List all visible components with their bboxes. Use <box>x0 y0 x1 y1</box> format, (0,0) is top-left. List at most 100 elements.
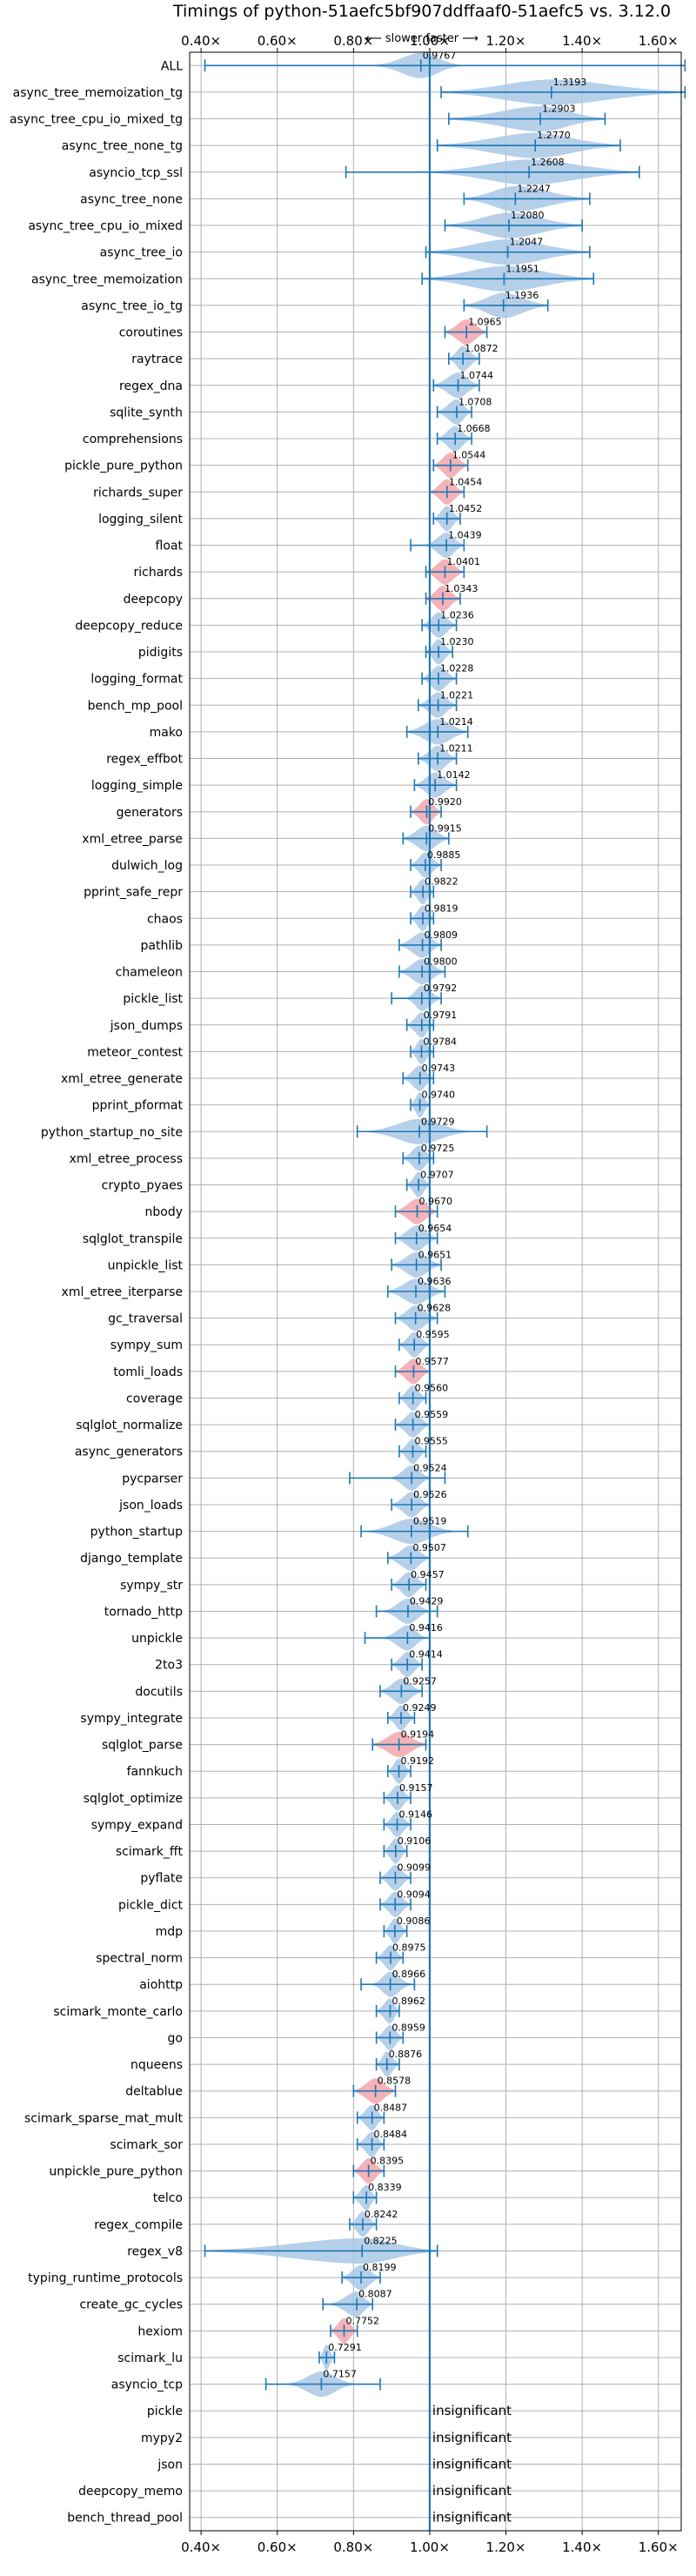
value-label: 1.0708 <box>458 396 492 407</box>
value-label: 0.8242 <box>365 2209 398 2220</box>
category-label: pickle_pure_python <box>64 460 183 473</box>
category-label: go <box>168 2031 183 2045</box>
value-label: 1.2080 <box>511 210 545 221</box>
value-label: 0.9707 <box>420 1170 454 1181</box>
value-label: 0.8087 <box>358 2289 392 2300</box>
category-label: ALL <box>161 59 183 73</box>
value-label: 0.9526 <box>413 1489 447 1500</box>
category-label: pidigits <box>138 646 183 660</box>
insignificant-label: insignificant <box>432 2430 512 2445</box>
x-tick-label-top: 1.60× <box>639 33 679 49</box>
category-label: scimark_monte_carlo <box>53 2005 183 2019</box>
value-label: 0.8487 <box>374 2102 408 2113</box>
x-tick-label-bottom: 1.20× <box>486 2539 526 2555</box>
category-label: deepcopy_memo <box>78 2485 183 2499</box>
category-label: regex_compile <box>94 2218 183 2232</box>
value-label: 1.0439 <box>448 530 482 541</box>
category-label: 2to3 <box>155 1659 183 1673</box>
value-label: 1.0230 <box>440 636 474 647</box>
category-label: async_tree_io_tg <box>81 299 183 313</box>
category-label: sqlglot_optimize <box>84 1792 183 1806</box>
category-label: crypto_pyaes <box>102 1179 183 1193</box>
insignificant-label: insignificant <box>432 2510 512 2526</box>
value-label: 0.9416 <box>409 1622 443 1633</box>
value-label: 0.9146 <box>399 1808 433 1820</box>
value-label: 1.2770 <box>537 130 571 141</box>
value-label: 0.9157 <box>399 1782 433 1794</box>
value-label: 0.9414 <box>409 1649 443 1660</box>
value-label: 1.0211 <box>439 743 473 755</box>
category-label: scimark_fft <box>116 1845 184 1859</box>
value-label: 0.9429 <box>410 1595 444 1607</box>
value-label: 0.9729 <box>421 1116 455 1127</box>
category-label: telco <box>153 2191 183 2205</box>
value-label: 1.3193 <box>553 77 587 88</box>
value-label: 1.0236 <box>440 609 474 621</box>
category-label: gc_traversal <box>108 1312 183 1326</box>
value-label: 1.0668 <box>457 423 491 434</box>
value-label: 1.0965 <box>468 317 502 328</box>
value-label: 0.8966 <box>392 1969 426 1980</box>
category-label: pycparser <box>122 1472 183 1486</box>
category-label: mdp <box>156 1925 184 1939</box>
category-label: async_tree_cpu_io_mixed <box>28 219 183 233</box>
value-label: 0.9524 <box>413 1462 446 1473</box>
value-label: 0.9577 <box>415 1356 449 1367</box>
category-label: async_tree_cpu_io_mixed_tg <box>10 113 183 127</box>
category-label: aiohttp <box>139 1978 183 1992</box>
value-labels: 0.9767 1.3193 1.2903 1.2770 1.2608 1.2247 1.20… <box>323 50 586 2525</box>
value-label: 0.9725 <box>421 1143 454 1154</box>
value-label: 0.9791 <box>424 1010 458 1021</box>
x-tick-label-top: 0.60× <box>258 33 298 49</box>
value-label: 0.9819 <box>425 902 458 914</box>
value-label: 0.9670 <box>418 1196 452 1207</box>
value-label: 1.1951 <box>505 263 539 274</box>
category-label: meteor_contest <box>87 1045 183 1059</box>
value-label: 0.9457 <box>411 1569 445 1580</box>
category-labels: ALL async_tree_memoization_tg async_tree_c… <box>10 59 184 2525</box>
category-label: logging_silent <box>98 513 183 527</box>
category-label: tomli_loads <box>113 1365 183 1379</box>
category-label: pyflate <box>140 1872 183 1886</box>
x-tick-label-top: 1.40× <box>562 33 602 49</box>
category-label: async_tree_memoization <box>31 272 183 286</box>
value-label: 1.2047 <box>510 237 544 248</box>
value-label: 0.9106 <box>398 1835 432 1847</box>
value-label: 1.2903 <box>542 104 576 115</box>
value-label: 0.9915 <box>428 822 462 834</box>
category-label: float <box>156 540 184 553</box>
category-label: mako <box>150 726 183 740</box>
category-label: sympy_expand <box>91 1818 183 1832</box>
value-label: 0.9507 <box>412 1542 446 1553</box>
category-label: regex_v8 <box>127 2244 183 2258</box>
insignificant-label: insignificant <box>432 2456 512 2472</box>
value-label: 0.9559 <box>415 1409 449 1420</box>
category-label: python_startup_no_site <box>41 1125 183 1139</box>
insignificant-label: insignificant <box>432 2403 512 2418</box>
category-label: django_template <box>80 1552 183 1566</box>
value-label: 1.2247 <box>517 183 551 194</box>
value-label: 0.9555 <box>414 1436 448 1447</box>
value-label: 1.0452 <box>449 503 483 514</box>
category-label: python_startup <box>90 1526 183 1540</box>
x-tick-label-bottom: 0.40× <box>181 2539 221 2555</box>
category-label: generators <box>117 806 183 820</box>
value-label: 0.8395 <box>371 2156 405 2167</box>
value-label: 0.8876 <box>389 2049 423 2060</box>
category-label: pickle_dict <box>118 1898 184 1912</box>
category-label: scimark_sor <box>110 2138 183 2152</box>
value-label: 0.8484 <box>374 2129 408 2140</box>
category-label: async_tree_none <box>80 192 183 206</box>
value-label: 0.8959 <box>392 2022 425 2033</box>
value-label: 0.9086 <box>397 1915 431 1927</box>
category-label: xml_etree_generate <box>61 1072 183 1086</box>
value-label: 1.0214 <box>439 716 473 728</box>
category-label: fannkuch <box>127 1765 183 1779</box>
value-label: 0.9767 <box>423 50 457 61</box>
value-label: 0.9822 <box>425 876 458 888</box>
value-label: 0.8199 <box>363 2262 397 2273</box>
value-label: 1.0544 <box>452 450 486 461</box>
value-label: 0.9654 <box>418 1223 452 1234</box>
category-label: asyncio_tcp <box>111 2378 183 2392</box>
category-label: typing_runtime_protocols <box>28 2271 183 2285</box>
